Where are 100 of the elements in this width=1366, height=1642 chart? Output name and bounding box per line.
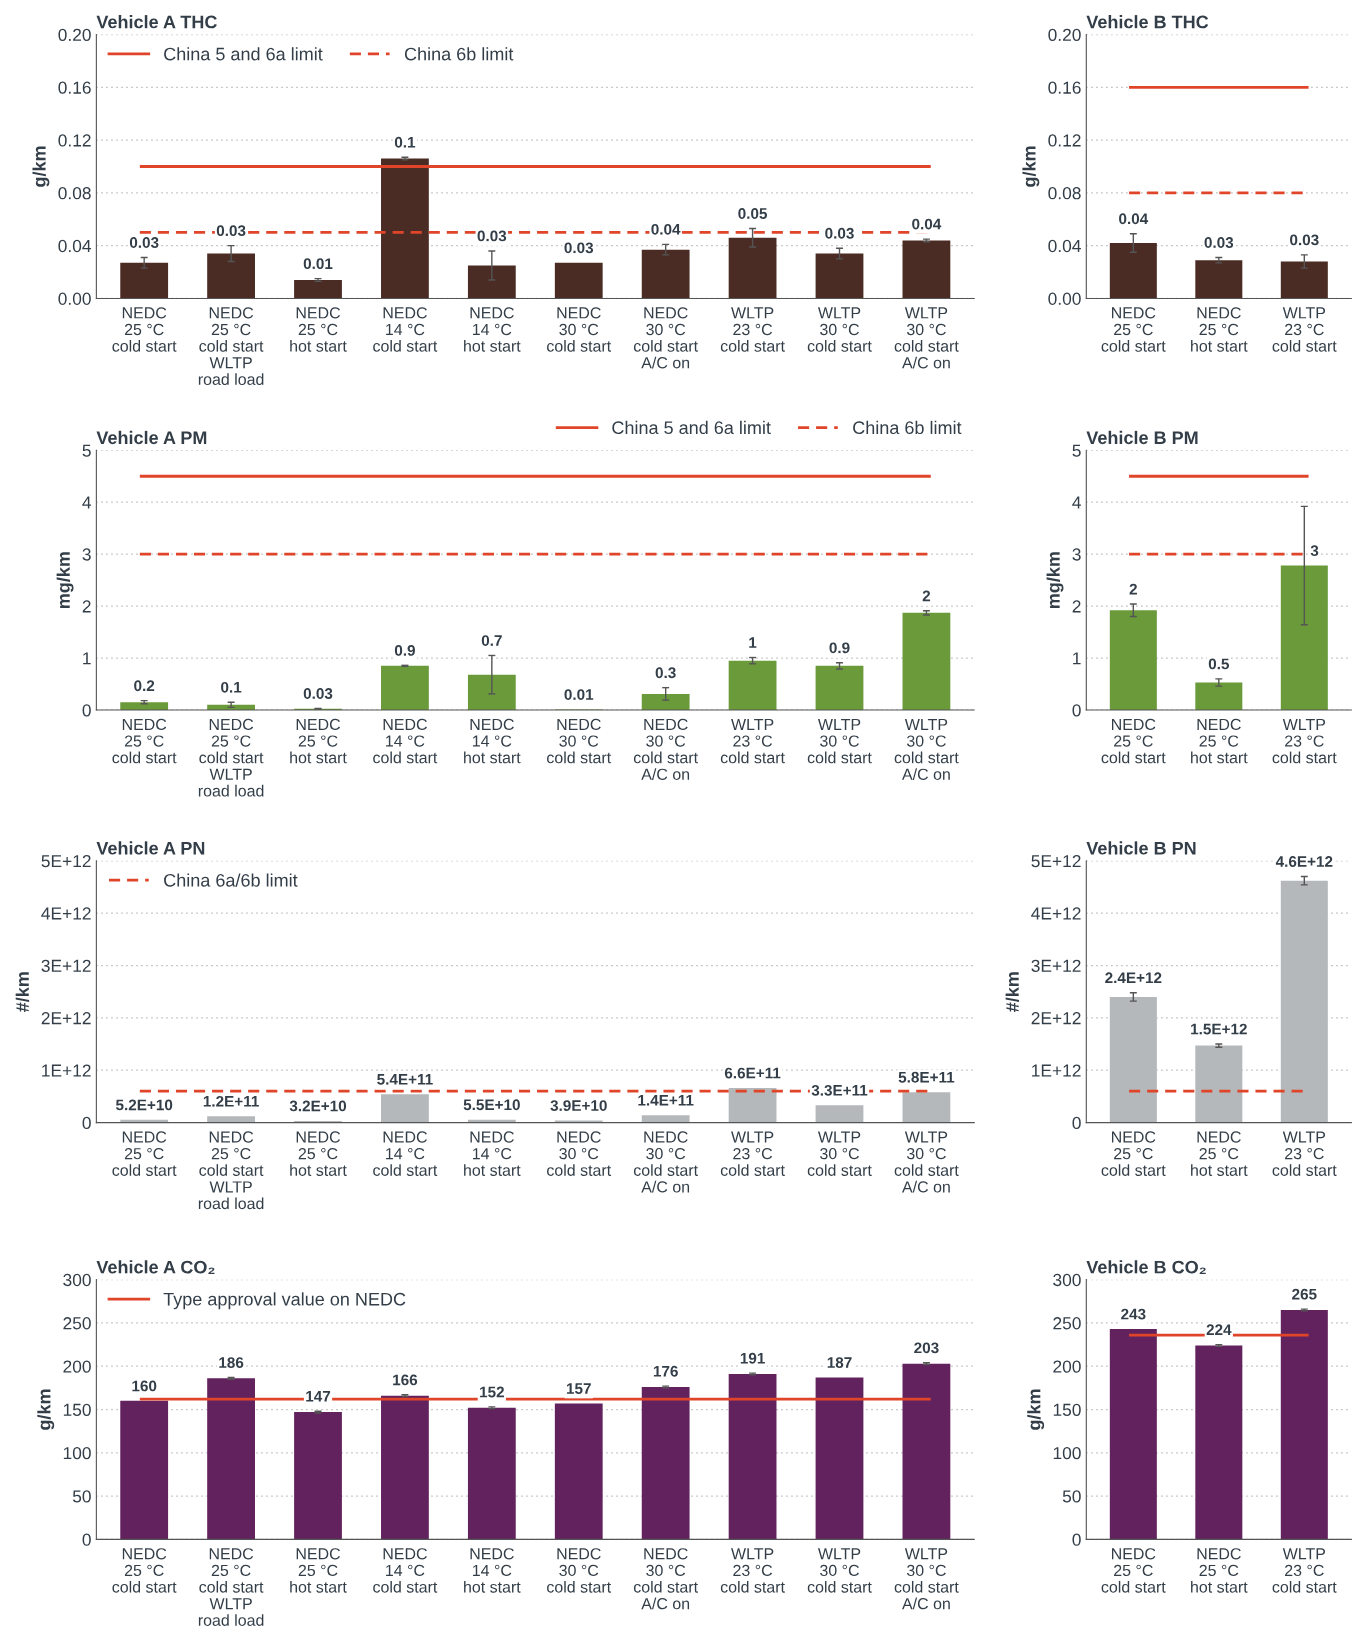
y-tick-label: 150 xyxy=(1053,1403,1081,1416)
y-axis-title: g/km xyxy=(1027,1389,1045,1430)
data-label: 0.05 xyxy=(738,208,768,219)
data-label: 0.1 xyxy=(221,681,242,693)
x-tick-label: NEDC 30 °C cold start xyxy=(547,718,612,764)
data-label: 3.9E+10 xyxy=(550,1100,607,1112)
y-axis-title: g/km xyxy=(32,146,50,187)
data-label: 243 xyxy=(1121,1308,1146,1320)
data-label: 0.03 xyxy=(564,242,594,254)
chart-title: Vehicle B THC xyxy=(1086,15,1209,29)
y-tick-label: 200 xyxy=(1053,1360,1081,1373)
data-label: 0.9 xyxy=(829,642,850,654)
x-tick-label: NEDC 25 °C cold start xyxy=(1101,1548,1166,1593)
y-tick-label: 200 xyxy=(63,1360,91,1373)
data-label: 265 xyxy=(1292,1288,1317,1300)
data-label: 224 xyxy=(1206,1324,1232,1335)
x-tick-label: WLTP 30 °C cold start A/C on xyxy=(894,718,959,780)
y-axis-title: mg/km xyxy=(56,552,74,609)
y-axis-title: g/km xyxy=(37,1389,55,1430)
data-label: 0.03 xyxy=(1204,237,1234,248)
x-tick-label: NEDC 14 °C hot start xyxy=(464,1131,521,1176)
x-tick-label: WLTP 23 °C cold start xyxy=(720,307,785,352)
x-tick-label: NEDC 30 °C cold start xyxy=(547,1131,612,1176)
y-tick-label: 4 xyxy=(82,496,92,509)
y-tick-label: 3E+12 xyxy=(41,959,91,972)
x-tick-label: NEDC 14 °C cold start xyxy=(373,307,438,352)
legend-label: China 6b limit xyxy=(404,47,514,61)
data-label: 147 xyxy=(306,1391,331,1402)
data-label: 186 xyxy=(219,1357,244,1368)
y-tick-label: 0.12 xyxy=(1048,134,1081,147)
y-tick-label: 5E+12 xyxy=(41,854,91,868)
y-axis-title: #/km xyxy=(15,972,30,1012)
x-tick-label: WLTP 23 °C cold start xyxy=(1272,307,1337,352)
data-label: 3.3E+11 xyxy=(811,1084,868,1096)
x-tick-label: NEDC 14 °C cold start xyxy=(373,718,438,764)
y-tick-label: 1 xyxy=(83,652,91,665)
y-tick-label: 5 xyxy=(1072,444,1081,457)
x-tick-label: NEDC 25 °C cold start WLTP road load xyxy=(198,718,264,797)
x-tick-label: NEDC 14 °C hot start xyxy=(464,1548,521,1593)
x-tick-label: WLTP 23 °C cold start xyxy=(720,718,785,764)
x-tick-label: NEDC 25 °C hot start xyxy=(290,1131,347,1176)
data-label: 0.1 xyxy=(394,136,416,148)
y-tick-label: 5 xyxy=(82,444,91,457)
y-tick-label: 0.04 xyxy=(1048,239,1081,253)
x-tick-label: NEDC 14 °C hot start xyxy=(464,307,521,352)
x-tick-label: WLTP 30 °C cold start xyxy=(807,1131,872,1176)
data-label: 1.4E+11 xyxy=(638,1095,694,1106)
y-tick-label: 2 xyxy=(82,600,91,613)
y-tick-label: 50 xyxy=(1062,1490,1081,1503)
y-tick-label: 3 xyxy=(82,548,91,561)
x-tick-label: WLTP 30 °C cold start A/C on xyxy=(894,307,959,369)
data-label: 6.6E+11 xyxy=(724,1067,781,1079)
chart-title: Vehicle A THC xyxy=(96,15,217,29)
data-label: 0.03 xyxy=(129,237,159,248)
data-label: 176 xyxy=(653,1365,678,1377)
data-label: 3.2E+10 xyxy=(289,1100,347,1112)
x-tick-label: WLTP 30 °C cold start xyxy=(807,307,872,352)
y-tick-label: 0.08 xyxy=(1048,187,1081,200)
x-tick-label: NEDC 25 °C cold start xyxy=(112,1131,177,1176)
data-label: 0.7 xyxy=(481,635,502,646)
data-label: 157 xyxy=(566,1383,591,1394)
data-label: 1.2E+11 xyxy=(203,1095,259,1107)
x-tick-label: WLTP 30 °C cold start xyxy=(807,1548,872,1593)
y-tick-label: 250 xyxy=(63,1317,91,1330)
x-tick-label: NEDC 30 °C cold start A/C on xyxy=(633,1548,698,1610)
x-tick-label: WLTP 23 °C cold start xyxy=(720,1131,785,1176)
data-label: 0.01 xyxy=(303,258,333,270)
y-tick-label: 300 xyxy=(63,1273,91,1287)
x-tick-label: NEDC 25 °C hot start xyxy=(290,307,347,352)
x-tick-label: WLTP 30 °C cold start xyxy=(807,718,872,764)
data-label: 0.03 xyxy=(216,225,246,237)
x-tick-label: WLTP 23 °C cold start xyxy=(720,1548,785,1593)
y-tick-label: 0.16 xyxy=(58,81,91,94)
data-label: 0.03 xyxy=(303,688,333,699)
data-label: 5.2E+10 xyxy=(115,1099,173,1111)
legend-label: Type approval value on NEDC xyxy=(163,1292,406,1310)
y-tick-label: 0.20 xyxy=(1048,28,1081,42)
x-tick-label: NEDC 30 °C cold start A/C on xyxy=(633,307,698,369)
x-tick-label: NEDC 25 °C hot start xyxy=(1191,307,1248,352)
y-tick-label: 4E+12 xyxy=(41,907,91,920)
x-tick-label: NEDC 25 °C cold start xyxy=(1101,307,1166,352)
y-tick-label: 1 xyxy=(1073,652,1081,665)
x-tick-label: NEDC 25 °C hot start xyxy=(1191,1131,1248,1176)
y-tick-label: 0 xyxy=(1072,1533,1081,1546)
y-tick-label: 1E+12 xyxy=(1032,1064,1081,1077)
x-tick-label: WLTP 30 °C cold start A/C on xyxy=(894,1131,959,1193)
data-label: 5.8E+11 xyxy=(898,1071,955,1083)
data-label: 191 xyxy=(740,1352,765,1364)
y-tick-label: 100 xyxy=(1053,1446,1081,1460)
data-label: 0.5 xyxy=(1208,658,1230,670)
y-tick-label: 0.16 xyxy=(1048,81,1081,94)
data-label: 1.5E+12 xyxy=(1191,1023,1247,1035)
y-tick-label: 0.04 xyxy=(58,239,92,253)
y-tick-label: 0 xyxy=(82,1533,91,1546)
y-tick-label: 100 xyxy=(63,1446,91,1460)
y-tick-label: 3E+12 xyxy=(1031,959,1081,972)
data-label: 0.01 xyxy=(564,689,594,700)
y-tick-label: 0.00 xyxy=(1048,292,1081,305)
data-label: 3 xyxy=(1310,545,1319,557)
y-tick-label: 0 xyxy=(82,1116,91,1130)
